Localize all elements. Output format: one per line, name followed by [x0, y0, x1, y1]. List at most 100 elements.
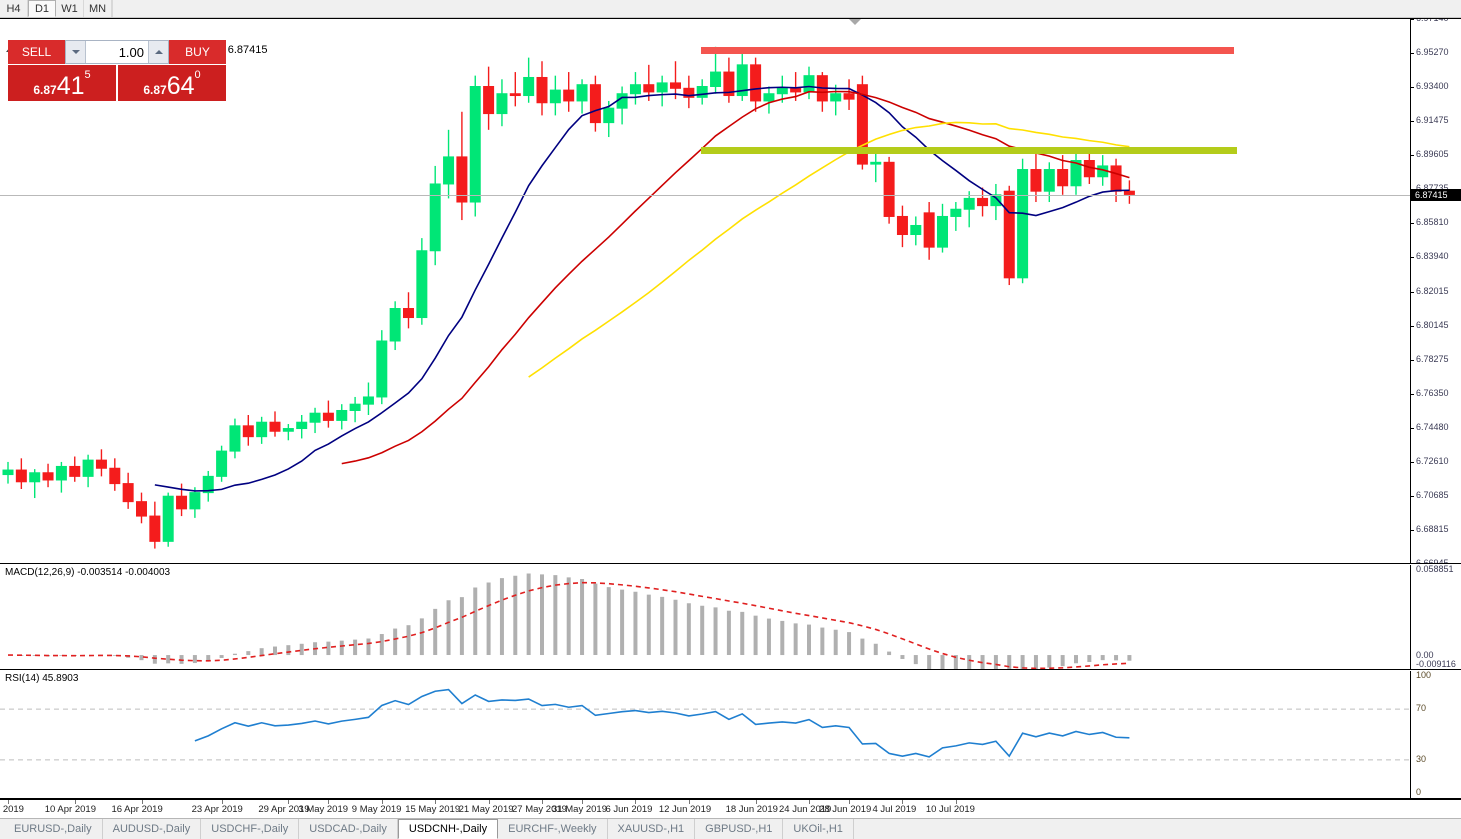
current-price-line: [0, 194, 1410, 196]
date-axis-label: 23 Apr 2019: [191, 804, 243, 815]
price-scale-label: 6.78275: [1416, 353, 1449, 364]
price-scale-label: 6.91475: [1416, 115, 1449, 126]
sell-button[interactable]: SELL: [8, 40, 65, 64]
price-scale-tick: [1411, 394, 1414, 396]
resistance-level-line[interactable]: [700, 46, 1234, 54]
date-axis-tick: [288, 800, 290, 804]
price-scale-label: 6.83940: [1416, 251, 1449, 262]
price-scale-label: 6.66945: [1416, 558, 1449, 564]
macd-scale-label: -0.009116: [1416, 659, 1456, 669]
price-scale-tick: [1411, 427, 1414, 429]
date-axis-label: 31 May 2019: [552, 804, 607, 815]
support-level-line[interactable]: [700, 147, 1237, 155]
date-axis-label: 9 May 2019: [351, 804, 402, 815]
price-scale-tick: [1411, 86, 1414, 88]
macd-pane[interactable]: MACD(12,26,9) -0.003514 -0.004003 0.0588…: [0, 565, 1461, 670]
volume-decrease-button[interactable]: [66, 41, 86, 63]
chart-tab-ukoil-h1[interactable]: UKOil-,H1: [783, 819, 854, 839]
date-axis-label: 15 May 2019: [405, 804, 461, 815]
rsi-scale-label: 70: [1416, 703, 1427, 714]
chart-tab-gbpusd-h1[interactable]: GBPUSD-,H1: [695, 819, 784, 839]
chevron-down-icon: [71, 50, 80, 54]
rsi-title: RSI(14) 45.8903: [5, 673, 79, 684]
price-scale-label: 6.70685: [1416, 490, 1449, 501]
chart-tab-bar[interactable]: EURUSD-,Daily AUDUSD-,Daily USDCHF-,Daily U…: [0, 818, 1461, 839]
rsi-scale-label: 0: [1416, 787, 1422, 797]
date-axis-label: 16 Apr 2019: [111, 804, 163, 815]
price-scale-tick: [1411, 52, 1414, 54]
chart-tab-usdcnh-daily[interactable]: USDCNH-,Daily: [397, 819, 499, 839]
chart-tab-audusd-daily[interactable]: AUDUSD-,Daily: [103, 819, 202, 839]
price-pane[interactable]: USDCNH-,Daily 6.87173 6.87659 6.86899 6.…: [0, 19, 1461, 564]
timeframe-tab-w1[interactable]: W1: [56, 0, 84, 17]
date-axis-label: 29 Apr 2019: [258, 804, 310, 815]
rsi-scale-axis: 100 70 30 0: [1411, 671, 1461, 798]
price-scale-tick: [1411, 121, 1414, 123]
date-axis-tick: [582, 800, 584, 804]
current-price-tag: 6.87415: [1411, 188, 1461, 201]
date-axis-label: 6 Jun 2019: [605, 804, 653, 815]
chart-tab-usdcad-daily[interactable]: USDCAD-,Daily: [299, 819, 398, 839]
buy-price-quote[interactable]: 6.87 64 0: [118, 65, 226, 101]
buy-button[interactable]: BUY: [169, 40, 226, 64]
date-axis-label: 10 Jul 2019: [925, 804, 975, 815]
timeframe-tab-mn[interactable]: MN: [84, 0, 112, 17]
date-axis-tick: [955, 800, 957, 804]
chart-frame: USDCNH-,Daily 6.87173 6.87659 6.86899 6.…: [0, 18, 1461, 819]
volume-stepper[interactable]: 1.00: [65, 40, 169, 64]
date-axis[interactable]: 4 Apr 2019 10 Apr 2019 16 Apr 2019 23 Apr 2…: [0, 799, 1461, 819]
date-axis-tick: [8, 800, 9, 804]
sell-price-big: 41: [56, 72, 85, 100]
price-scale-label: 6.95270: [1416, 46, 1449, 57]
sell-price-quote[interactable]: 6.87 41 5: [8, 65, 116, 101]
timeframe-tab-d1[interactable]: D1: [28, 0, 56, 17]
price-scale-tick: [1411, 19, 1414, 20]
price-scale-tick: [1411, 530, 1414, 532]
date-axis-tick: [542, 800, 543, 804]
date-axis-tick: [435, 800, 437, 804]
date-axis-label: 18 Jun 2019: [725, 804, 778, 815]
price-scale-label: 6.87735: [1416, 183, 1449, 193]
date-axis-tick: [141, 800, 143, 804]
date-axis-tick: [809, 800, 810, 804]
date-axis-label: 28 Jun 2019: [819, 804, 872, 815]
date-axis-label: 10 Apr 2019: [44, 804, 96, 815]
timeframe-tab-h4[interactable]: H4: [0, 0, 28, 17]
price-scale-tick: [1411, 223, 1414, 225]
date-axis-tick: [328, 800, 330, 804]
volume-input[interactable]: 1.00: [86, 41, 148, 63]
trade-panel-top-row: SELL 1.00 BUY: [8, 40, 226, 64]
price-scale-label: 6.93400: [1416, 80, 1449, 91]
macd-plot-area: [0, 565, 1411, 669]
macd-scale-label: 0.00: [1416, 650, 1434, 661]
chart-tab-eurchf-weekly[interactable]: EURCHF-,Weekly: [498, 819, 608, 839]
date-axis-label: 3 May 2019: [298, 804, 349, 815]
rsi-pane[interactable]: RSI(14) 45.8903 100 70 30 0: [0, 671, 1461, 799]
price-plot-area[interactable]: [0, 19, 1411, 563]
one-click-trading-panel[interactable]: SELL 1.00 BUY 6.87 41 5 6.87 64 0: [8, 40, 226, 101]
price-scale-tick: [1411, 496, 1414, 498]
macd-scale-label: 0.058851: [1416, 565, 1454, 574]
chevron-up-icon: [154, 50, 163, 54]
macd-svg: [7, 573, 1132, 669]
date-axis-tick: [902, 800, 904, 804]
chart-tab-xauusd-h1[interactable]: XAUUSD-,H1: [608, 819, 696, 839]
price-scale-label: 6.80145: [1416, 319, 1449, 330]
rsi-svg: [0, 688, 1410, 761]
price-scale-label: 6.72610: [1416, 455, 1449, 466]
date-axis-label: 4 Jul 2019: [872, 804, 917, 815]
date-axis-tick: [74, 800, 76, 804]
price-scale-label: 6.89605: [1416, 149, 1449, 159]
chart-tab-eurusd-daily[interactable]: EURUSD-,Daily: [4, 819, 103, 839]
volume-increase-button[interactable]: [148, 41, 168, 63]
sell-price-prefix: 6.87: [33, 83, 57, 97]
price-scale-axis[interactable]: 6.87415 6.97140 6.95270 6.93400 6.91475 6.89…: [1411, 19, 1461, 563]
toolbar-empty-area: [112, 0, 1461, 17]
macd-title: MACD(12,26,9) -0.003514 -0.004003: [5, 567, 171, 578]
rsi-plot-area: [0, 671, 1411, 798]
buy-price-fraction: 0: [194, 69, 201, 81]
date-axis-label: 24 Jun 2019: [779, 804, 832, 815]
date-axis-tick: [688, 800, 690, 804]
chart-tab-usdchf-daily[interactable]: USDCHF-,Daily: [201, 819, 300, 839]
